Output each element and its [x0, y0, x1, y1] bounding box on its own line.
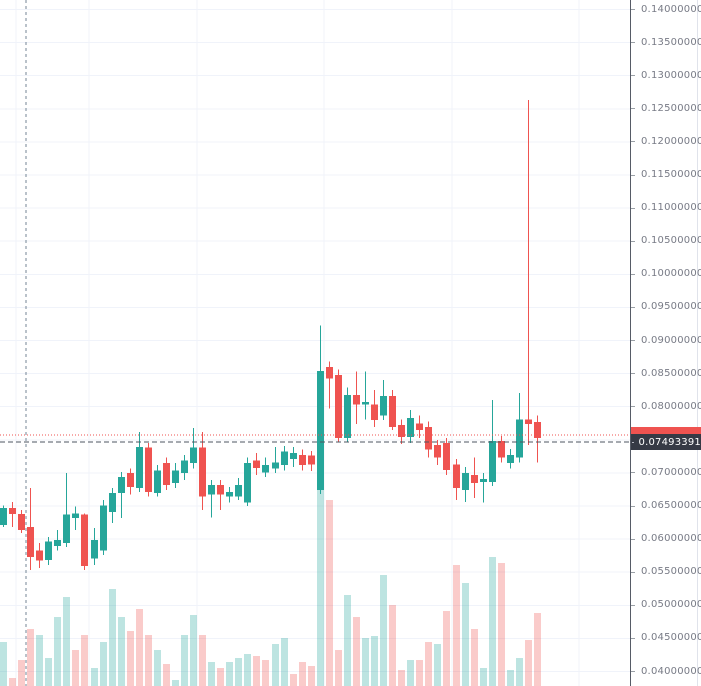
axis-tick-mark	[631, 505, 635, 507]
price-axis-label: 0.12000000	[641, 135, 701, 147]
price-axis-label: 0.05500000	[641, 566, 701, 578]
price-axis-label: 0.08000000	[641, 400, 701, 412]
tick-dash-icon	[632, 441, 634, 443]
volume-layer	[0, 488, 541, 686]
axis-tick-mark	[631, 207, 635, 209]
axis-tick-mark	[631, 472, 635, 474]
price-axis-label: 0.04000000	[641, 665, 701, 677]
axis-tick-mark	[631, 538, 635, 540]
price-axis-label: 0.09500000	[641, 301, 701, 313]
axis-right-edge-line	[697, 0, 698, 686]
axis-tick-mark	[631, 174, 635, 176]
candlestick-canvas[interactable]	[0, 0, 630, 686]
grid-layer	[0, 0, 630, 686]
price-axis-label: 0.10500000	[641, 235, 701, 247]
price-axis-label: 0.11500000	[641, 169, 701, 180]
price-axis-label: 0.05000000	[641, 599, 701, 611]
axis-tick-mark	[631, 571, 635, 573]
axis-tick-mark	[631, 306, 635, 308]
axis-tick-mark	[631, 406, 635, 408]
axis-tick-mark	[631, 9, 635, 10]
price-axis-label: 0.04500000	[641, 632, 701, 644]
reference-price-text: 0.07493391	[638, 436, 701, 448]
axis-tick-mark	[631, 637, 635, 639]
axis-tick-mark	[631, 373, 635, 375]
price-axis-label: 0.14000000	[641, 3, 701, 15]
axis-tick-mark	[631, 42, 635, 44]
price-axis-label: 0.08500000	[641, 367, 701, 379]
price-axis-label: 0.13500000	[641, 36, 701, 48]
price-axis-label: 0.11000000	[641, 202, 701, 214]
axis-tick-mark	[631, 604, 635, 606]
axis-tick-mark	[631, 141, 635, 143]
axis-tick-mark	[631, 75, 635, 77]
chart-plot-area[interactable]	[0, 0, 630, 686]
price-axis-label: 0.10000000	[641, 268, 701, 280]
candles-layer	[0, 100, 541, 571]
axis-tick-mark	[631, 108, 635, 110]
axis-tick-mark	[631, 273, 635, 275]
axis-tick-mark	[631, 240, 635, 242]
axis-tick-mark	[631, 671, 635, 672]
reference-price-label[interactable]: 0.07493391	[631, 434, 701, 450]
axis-tick-mark	[631, 340, 635, 341]
price-axis-label: 0.13000000	[641, 69, 701, 81]
price-axis-label: 0.12500000	[641, 102, 701, 114]
price-axis-label: 0.06500000	[641, 500, 701, 511]
price-axis-label: 0.07000000	[641, 466, 701, 478]
price-axis-label: 0.06000000	[641, 533, 701, 545]
price-axis-label: 0.09000000	[641, 334, 701, 346]
price-axis[interactable]: 0.07493391 0.14000000 0.13500000 0.1300000…	[630, 0, 701, 686]
